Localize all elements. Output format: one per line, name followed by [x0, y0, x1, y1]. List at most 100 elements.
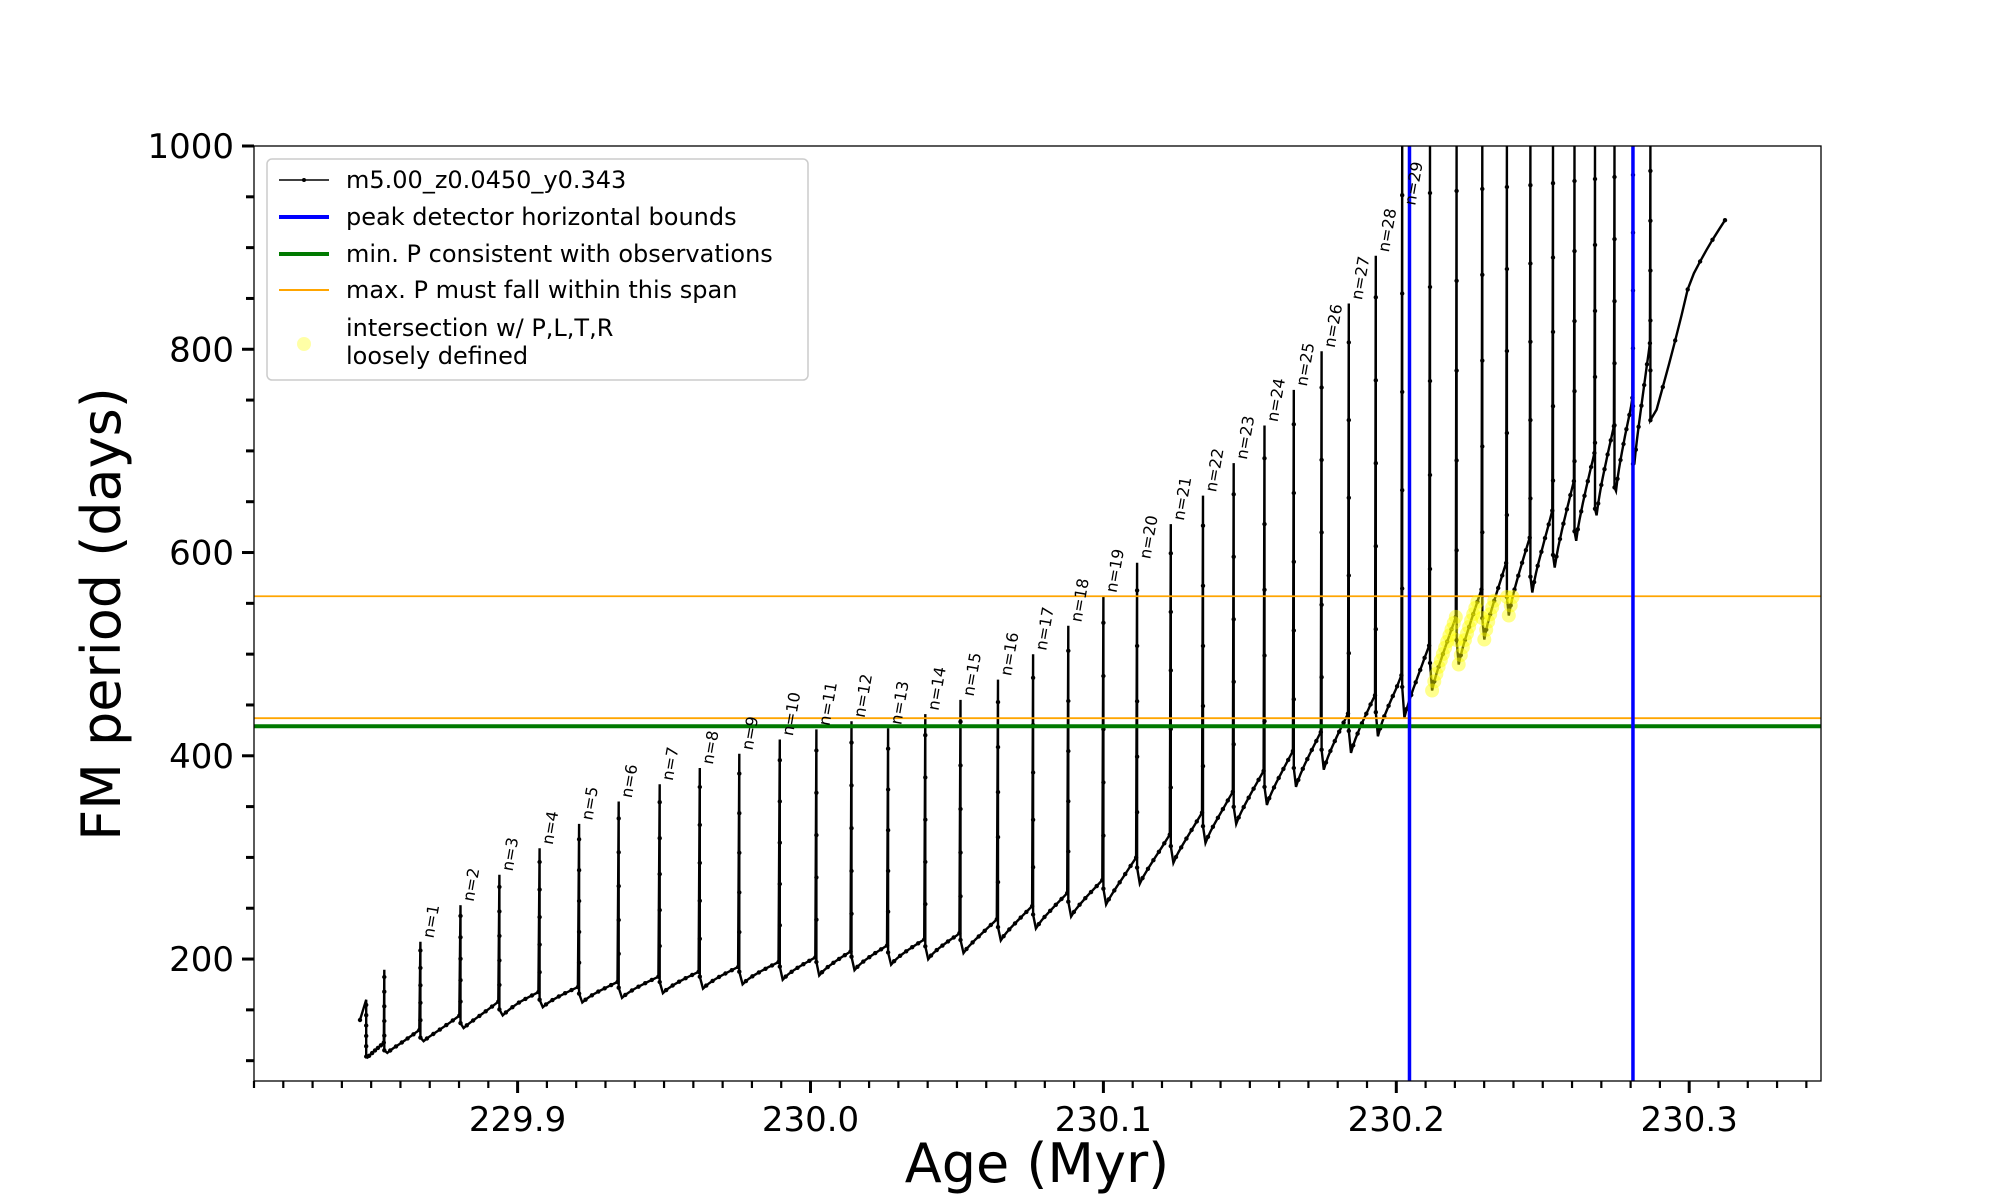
track-marker [1094, 883, 1099, 889]
intersection-point [1477, 632, 1492, 647]
track-marker [1636, 424, 1641, 429]
track-marker [814, 875, 819, 880]
track-marker [923, 775, 928, 780]
track-marker [1458, 652, 1464, 658]
track-marker [923, 859, 928, 865]
track-marker [1519, 560, 1525, 565]
track-marker [849, 826, 854, 831]
legend-swatch-intersection [297, 337, 311, 351]
track-marker [357, 1017, 363, 1023]
track-marker [1123, 871, 1128, 877]
track-marker [867, 955, 872, 960]
track-marker [1351, 743, 1356, 748]
track-marker [750, 974, 755, 979]
track-marker [995, 699, 1001, 705]
track-marker [710, 978, 715, 984]
legend-label-min-period: min. P consistent with observations [346, 240, 773, 268]
track-marker [922, 937, 927, 942]
track-marker [431, 1031, 436, 1037]
track-marker [1262, 653, 1267, 658]
track-marker [1648, 418, 1653, 423]
track-marker [795, 965, 800, 970]
track-marker [550, 997, 555, 1003]
track-marker [976, 934, 981, 939]
track-marker [958, 850, 963, 855]
track-marker [1386, 703, 1391, 708]
track-marker [1194, 819, 1200, 824]
track-marker [1546, 522, 1551, 527]
track-marker [1523, 548, 1529, 553]
track-marker [1596, 501, 1601, 506]
intersection-point [1427, 674, 1442, 689]
track-marker [1475, 599, 1480, 604]
track-marker [982, 928, 987, 933]
track-marker [1608, 438, 1614, 443]
track-marker [1262, 784, 1267, 790]
track-marker [1309, 747, 1315, 753]
track-marker [656, 974, 661, 979]
track-marker [1236, 815, 1241, 820]
y-tick-label: 200 [169, 940, 234, 980]
track-marker [1466, 624, 1472, 630]
track-marker [904, 949, 909, 954]
track-marker [958, 763, 963, 768]
track-marker [697, 822, 702, 828]
track-marker [1550, 508, 1555, 513]
track-marker [556, 994, 561, 999]
track-marker [783, 974, 788, 979]
series-track-markers [357, 168, 1728, 1059]
track-marker [1592, 506, 1598, 511]
track-marker [1504, 266, 1510, 272]
track-marker [1262, 719, 1267, 724]
track-marker [1503, 560, 1509, 566]
track-marker [1582, 493, 1587, 498]
track-marker [1323, 760, 1329, 765]
track-marker [1066, 648, 1071, 653]
track-marker [1030, 675, 1036, 680]
track-marker [1427, 190, 1433, 196]
legend-box [266, 158, 809, 381]
track-marker [849, 911, 854, 916]
track-marker [1012, 921, 1018, 926]
track-marker [1112, 888, 1117, 893]
track-marker [649, 977, 654, 983]
track-marker [848, 949, 853, 954]
track-marker [1088, 889, 1094, 895]
track-marker [405, 1036, 410, 1041]
track-marker [372, 1048, 378, 1053]
track-marker [1427, 378, 1433, 384]
track-marker [964, 946, 969, 952]
legend: m5.00_z0.0450_y0.343 peak detector horiz… [266, 158, 809, 381]
track-marker [814, 917, 819, 922]
track-marker [364, 1013, 369, 1018]
track-marker [1528, 183, 1533, 188]
track-marker [1231, 804, 1236, 809]
track-marker [576, 837, 582, 842]
track-marker [623, 992, 628, 998]
intersection-point [1429, 666, 1444, 681]
track-marker [1036, 921, 1042, 927]
track-marker [777, 964, 782, 969]
track-marker [813, 955, 818, 960]
track-marker [562, 991, 568, 996]
track-marker [988, 922, 993, 928]
track-marker [417, 1027, 422, 1033]
track-marker [737, 771, 742, 776]
track-marker [683, 976, 688, 981]
track-marker [1612, 361, 1617, 366]
intersection-point [1460, 626, 1474, 641]
track-marker [1599, 482, 1604, 488]
track-marker [1592, 440, 1598, 445]
intersection-point [1468, 601, 1483, 615]
track-marker [1436, 664, 1441, 670]
track-marker [1413, 680, 1418, 685]
track-marker [814, 748, 819, 753]
track-marker [458, 978, 463, 983]
track-marker [1001, 934, 1006, 939]
track-marker [1048, 908, 1053, 913]
track-marker [418, 1035, 423, 1040]
track-marker [1267, 796, 1272, 801]
track-marker [1528, 574, 1533, 579]
track-marker [1167, 832, 1173, 837]
track-marker [369, 1050, 375, 1056]
